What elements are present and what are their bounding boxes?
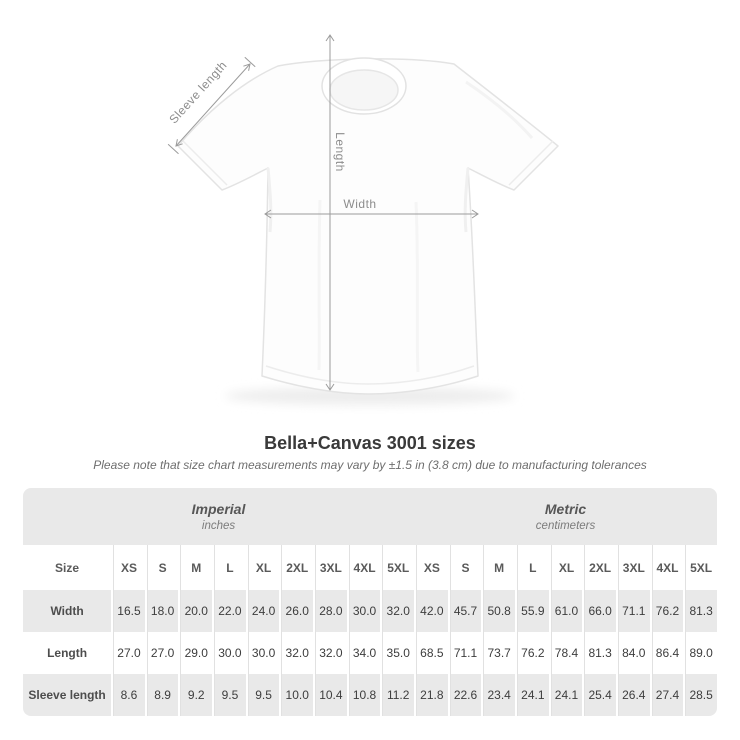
imperial-sublabel: inches	[201, 520, 236, 532]
page-title: Bella+Canvas 3001 sizes	[264, 433, 476, 453]
size-header: XL	[245, 545, 280, 590]
imperial-group-header: Imperial inches	[23, 488, 415, 545]
value-cell: 71.1	[447, 632, 482, 674]
metric-sublabel: centimeters	[535, 520, 596, 532]
value-cell: 55.9	[515, 590, 549, 632]
size-chart-table: Imperial inches Metric centimeters Size …	[23, 488, 717, 716]
value-cell: 23.4	[481, 674, 515, 716]
value-cell: 8.9	[144, 674, 179, 716]
size-header: M	[178, 545, 213, 590]
value-cell: 20.0	[178, 590, 213, 632]
value-cell: 78.4	[548, 632, 583, 674]
value-cell: 25.4	[582, 674, 616, 716]
value-cell: 61.0	[548, 590, 583, 632]
value-cell: 42.0	[414, 590, 448, 632]
table-row-length: Length 27.0 27.0 29.0 30.0 30.0 32.0 32.…	[23, 632, 717, 674]
value-cell: 89.0	[683, 632, 717, 674]
value-cell: 22.6	[447, 674, 482, 716]
size-header: M	[481, 545, 515, 590]
value-cell: 35.0	[380, 632, 415, 674]
value-cell: 26.0	[279, 590, 314, 632]
value-cell: 9.2	[178, 674, 213, 716]
size-header-row: Size XS S M L XL 2XL 3XL 4XL 5XL XS S M …	[23, 545, 717, 590]
value-cell: 81.3	[683, 590, 717, 632]
value-cell: 86.4	[649, 632, 684, 674]
size-header: 4XL	[346, 545, 381, 590]
metric-label: Metric	[544, 501, 587, 517]
tolerance-note: Please note that size chart measurements…	[93, 458, 647, 472]
size-header: L	[515, 545, 549, 590]
table-row-sleeve-length: Sleeve length 8.6 8.9 9.2 9.5 9.5 10.0 1…	[23, 674, 717, 716]
value-cell: 76.2	[515, 632, 549, 674]
width-label: Width	[343, 197, 376, 211]
value-cell: 50.8	[481, 590, 515, 632]
length-label: Length	[333, 132, 347, 172]
size-header: 5XL	[380, 545, 415, 590]
value-cell: 8.6	[111, 674, 145, 716]
value-cell: 30.0	[245, 632, 280, 674]
value-cell: 32.0	[313, 632, 347, 674]
value-cell: 28.0	[313, 590, 347, 632]
width-arrow: Width	[264, 197, 479, 219]
value-cell: 45.7	[447, 590, 482, 632]
metric-group-header: Metric centimeters	[414, 488, 717, 545]
value-cell: 24.1	[515, 674, 549, 716]
value-cell: 27.0	[144, 632, 179, 674]
value-cell: 32.0	[380, 590, 415, 632]
size-header: L	[212, 545, 246, 590]
value-cell: 27.4	[649, 674, 684, 716]
size-header: S	[144, 545, 179, 590]
value-cell: 10.4	[313, 674, 347, 716]
size-header: 4XL	[649, 545, 684, 590]
value-cell: 16.5	[111, 590, 145, 632]
value-cell: 71.1	[615, 590, 650, 632]
size-header: 5XL	[683, 545, 717, 590]
value-cell: 24.1	[548, 674, 583, 716]
value-cell: 9.5	[245, 674, 280, 716]
value-cell: 81.3	[582, 632, 616, 674]
size-header: 2XL	[279, 545, 314, 590]
value-cell: 27.0	[111, 632, 145, 674]
value-cell: 34.0	[346, 632, 381, 674]
unit-group-header-row: Imperial inches Metric centimeters	[23, 488, 717, 545]
size-header: S	[447, 545, 482, 590]
value-cell: 29.0	[178, 632, 213, 674]
value-cell: 28.5	[683, 674, 717, 716]
size-header: 2XL	[582, 545, 616, 590]
value-cell: 24.0	[245, 590, 280, 632]
row-label: Width	[23, 590, 112, 632]
size-header: 3XL	[313, 545, 347, 590]
value-cell: 22.0	[212, 590, 246, 632]
length-arrow: Length	[325, 34, 347, 391]
tshirt-diagram: Length Width Sleeve length	[166, 34, 559, 405]
value-cell: 84.0	[615, 632, 650, 674]
value-cell: 30.0	[346, 590, 381, 632]
value-cell: 11.2	[380, 674, 415, 716]
row-label: Length	[23, 632, 112, 674]
value-cell: 26.4	[615, 674, 650, 716]
value-cell: 66.0	[582, 590, 616, 632]
table-row-width: Width 16.5 18.0 20.0 22.0 24.0 26.0 28.0…	[23, 590, 717, 632]
tshirt-shadow	[225, 387, 515, 405]
size-header: 3XL	[615, 545, 650, 590]
value-cell: 30.0	[212, 632, 246, 674]
value-cell: 76.2	[649, 590, 684, 632]
value-cell: 73.7	[481, 632, 515, 674]
value-cell: 10.0	[279, 674, 314, 716]
imperial-label: Imperial	[191, 501, 246, 517]
value-cell: 68.5	[414, 632, 448, 674]
value-cell: 18.0	[144, 590, 179, 632]
value-cell: 21.8	[414, 674, 448, 716]
value-cell: 10.8	[346, 674, 381, 716]
tshirt-illustration	[177, 57, 559, 395]
size-column-header: Size	[23, 545, 112, 590]
size-header: XS	[111, 545, 145, 590]
size-header: XL	[548, 545, 583, 590]
value-cell: 32.0	[279, 632, 314, 674]
size-header: XS	[414, 545, 448, 590]
row-label: Sleeve length	[23, 674, 112, 716]
value-cell: 9.5	[212, 674, 246, 716]
